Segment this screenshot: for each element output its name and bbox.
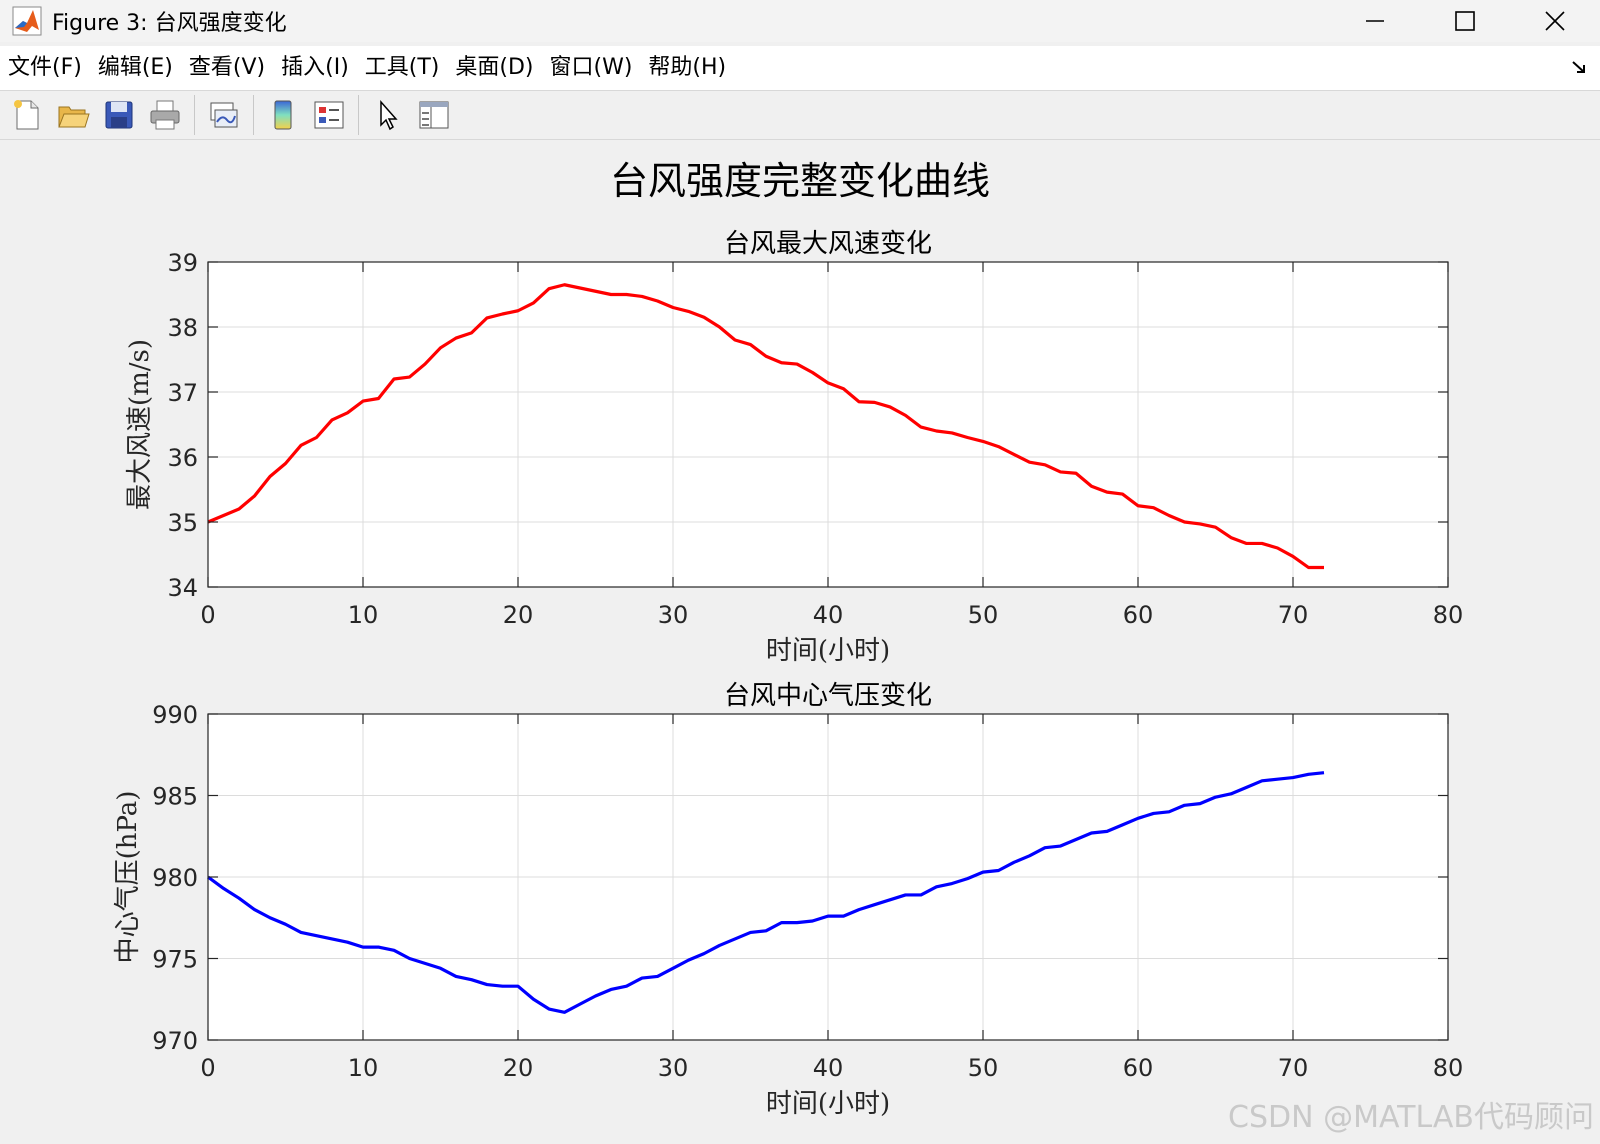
menu-view[interactable]: 查看(V) — [188, 55, 266, 80]
x-tick-label: 20 — [503, 601, 534, 629]
y-tick-label: 39 — [167, 249, 198, 277]
x-tick-label: 40 — [813, 1054, 844, 1082]
insert-colorbar-button[interactable] — [264, 96, 302, 134]
x-tick-label: 10 — [348, 601, 379, 629]
y-tick-label: 990 — [152, 701, 198, 729]
window-title: Figure 3: 台风强度变化 — [52, 11, 287, 36]
dock-arrow-icon[interactable] — [1570, 58, 1590, 78]
new-figure-button[interactable] — [8, 96, 46, 134]
open-file-icon — [58, 106, 90, 128]
x-tick-label: 80 — [1433, 1054, 1464, 1082]
y-axis-label: 最大风速(m/s) — [125, 339, 155, 510]
y-tick-label: 35 — [167, 509, 198, 537]
x-tick-label: 50 — [968, 1054, 999, 1082]
x-tick-label: 80 — [1433, 601, 1464, 629]
x-axis-label: 时间(小时) — [766, 1089, 890, 1119]
axes-title: 台风最大风速变化 — [724, 229, 932, 259]
print-button[interactable] — [146, 96, 184, 134]
x-tick-label: 40 — [813, 601, 844, 629]
y-tick-label: 37 — [167, 379, 198, 407]
toolbar-separator — [194, 95, 195, 135]
x-tick-label: 0 — [200, 1054, 215, 1082]
figure-canvas[interactable]: 台风强度完整变化曲线 0 10 20 30 40 50 60 70 80 34 35 36 37 38 39… — [0, 141, 1600, 1144]
x-tick-label: 20 — [503, 1054, 534, 1082]
menu-bar: 文件(F) 编辑(E) 查看(V) 插入(I) 工具(T) 桌面(D) 窗口(W… — [0, 46, 1600, 90]
menu-edit[interactable]: 编辑(E) — [97, 55, 173, 80]
toolbar-separator — [253, 95, 254, 135]
link-plot-icon — [210, 102, 238, 128]
y-tick-label: 36 — [167, 444, 198, 472]
y-axis-label: 中心气压(hPa) — [113, 791, 143, 964]
x-tick-label: 30 — [658, 1054, 689, 1082]
y-tick-label: 975 — [152, 946, 198, 974]
series-line-0 — [207, 283, 1324, 570]
watermark: CSDN @MATLAB代码顾问 — [1228, 1100, 1594, 1135]
legend-icon — [314, 101, 344, 129]
maximize-button[interactable] — [1420, 0, 1510, 42]
colorbar-icon — [274, 100, 292, 130]
print-icon — [150, 100, 180, 130]
matlab-logo-icon — [12, 6, 42, 36]
figure-suptitle: 台风强度完整变化曲线 — [610, 159, 990, 203]
y-tick-label: 980 — [152, 864, 198, 892]
series-line-0 — [207, 771, 1325, 1014]
menu-window[interactable]: 窗口(W) — [549, 55, 633, 80]
minimize-icon — [1366, 20, 1384, 22]
open-file-button[interactable] — [54, 96, 92, 134]
save-icon — [105, 101, 133, 129]
menu-file[interactable]: 文件(F) — [8, 55, 82, 80]
property-inspector-button[interactable] — [415, 96, 453, 134]
toolbar-separator — [358, 95, 359, 135]
x-tick-label: 60 — [1123, 1054, 1154, 1082]
figure-svg: 台风强度完整变化曲线 0 10 20 30 40 50 60 70 80 34 35 36 37 38 39… — [113, 159, 1463, 1119]
x-axis-label: 时间(小时) — [766, 636, 890, 666]
figure-toolbar — [0, 90, 1600, 140]
window-controls — [1330, 0, 1600, 42]
link-plot-button[interactable] — [205, 96, 243, 134]
property-inspector-icon — [419, 101, 449, 129]
x-tick-label: 10 — [348, 1054, 379, 1082]
new-figure-icon — [14, 100, 39, 130]
pressure-axes[interactable]: 0 10 20 30 40 50 60 70 80 970 975 980 985 990 台风中心气压变化… — [113, 681, 1463, 1119]
x-tick-label: 50 — [968, 601, 999, 629]
y-tick-label: 985 — [152, 783, 198, 811]
y-tick-label: 34 — [167, 574, 198, 602]
close-button[interactable] — [1510, 0, 1600, 42]
x-tick-label: 0 — [200, 601, 215, 629]
menu-tools[interactable]: 工具(T) — [364, 55, 440, 80]
insert-legend-button[interactable] — [310, 96, 348, 134]
axes-title: 台风中心气压变化 — [724, 681, 932, 711]
y-tick-label: 38 — [167, 314, 198, 342]
save-button[interactable] — [100, 96, 138, 134]
edit-plot-button[interactable] — [369, 96, 407, 134]
y-tick-label: 970 — [152, 1027, 198, 1055]
window-titlebar: Figure 3: 台风强度变化 — [0, 0, 1600, 42]
x-tick-label: 60 — [1123, 601, 1154, 629]
edit-plot-icon — [380, 100, 398, 131]
minimize-button[interactable] — [1330, 0, 1420, 42]
x-tick-label: 30 — [658, 601, 689, 629]
maximize-icon — [1455, 11, 1475, 31]
menu-desktop[interactable]: 桌面(D) — [455, 55, 534, 80]
wind-speed-axes[interactable]: 0 10 20 30 40 50 60 70 80 34 35 36 37 38 39 台风最大风速变化时间(… — [125, 229, 1463, 666]
close-icon — [1545, 11, 1565, 31]
menu-help[interactable]: 帮助(H) — [648, 55, 727, 80]
x-tick-label: 70 — [1278, 1054, 1309, 1082]
x-tick-label: 70 — [1278, 601, 1309, 629]
menu-insert[interactable]: 插入(I) — [281, 55, 349, 80]
